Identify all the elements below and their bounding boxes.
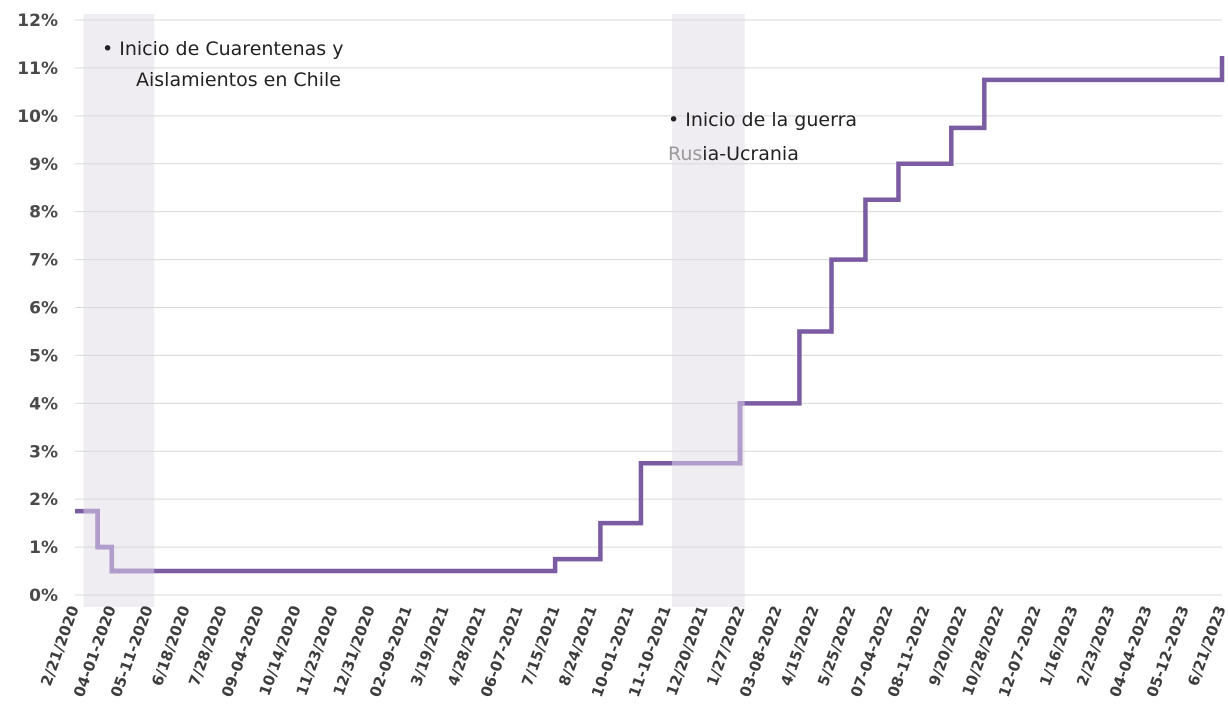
y-tick-label: 4% xyxy=(29,394,58,414)
y-tick-label: 1% xyxy=(29,538,58,558)
y-tick-label: 7% xyxy=(29,251,58,271)
y-tick-label: 2% xyxy=(29,490,58,510)
shaded-period-2 xyxy=(672,14,745,607)
y-tick-label: 8% xyxy=(29,203,58,223)
y-tick-label: 5% xyxy=(29,346,58,366)
annotation-war-line-1: • Inicio de la guerra xyxy=(668,109,857,131)
shaded-periods xyxy=(83,14,745,607)
highlighted-segment-1 xyxy=(83,508,155,574)
x-axis-ticks: 2/21/202004-01-202005-11-20206/18/20207/… xyxy=(37,603,1228,699)
y-tick-label: 6% xyxy=(29,299,58,319)
shaded-period-1 xyxy=(83,14,155,607)
annotation-quarantine-line-1: • Inicio de Cuarentenas y xyxy=(102,38,343,60)
y-axis-ticks: 0% 1% 2% 3% 4% 5% 6% 7% 8% 9% 10% 11% 12% xyxy=(17,11,58,606)
x-tick-label: 6/21/2023 xyxy=(1184,603,1228,688)
annotation-quarantine-line-2: Aislamientos en Chile xyxy=(136,69,341,91)
y-tick-label: 0% xyxy=(29,586,58,606)
y-tick-label: 10% xyxy=(17,107,58,127)
y-tick-label: 9% xyxy=(29,155,58,175)
y-tick-label: 11% xyxy=(17,59,58,79)
policy-rate-line xyxy=(75,55,1225,574)
y-tick-label: 12% xyxy=(17,11,58,31)
highlighted-segment-2 xyxy=(672,401,745,466)
y-tick-label: 3% xyxy=(29,442,58,462)
gridlines xyxy=(75,19,1222,596)
annotations: • Inicio de Cuarentenas y Aislamientos en… xyxy=(102,38,857,165)
series-lines xyxy=(75,55,1225,574)
annotation-war-line-2: Rusia-Ucrania xyxy=(668,143,799,165)
